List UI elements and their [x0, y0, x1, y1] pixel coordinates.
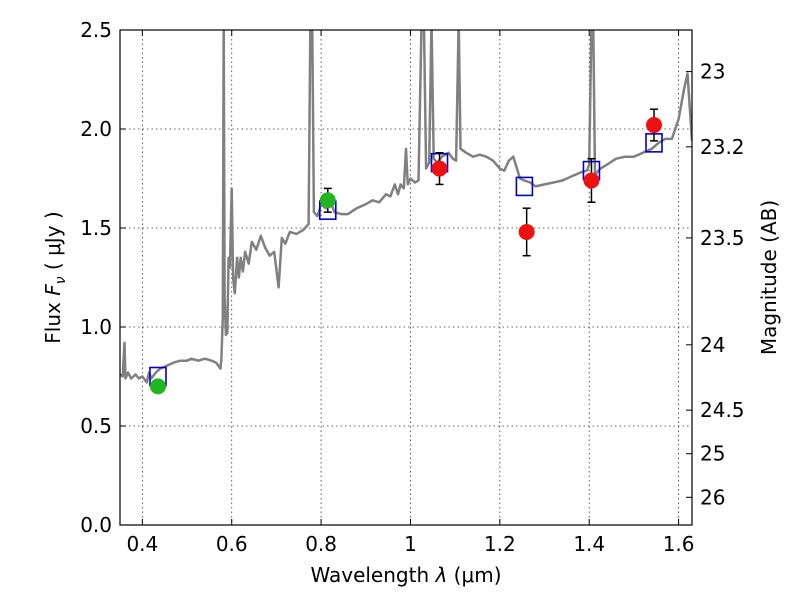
observed-point	[149, 378, 166, 395]
y2-tick-label: 25	[700, 442, 725, 466]
plot-frame	[119, 29, 693, 526]
x-tick-label: 1.6	[663, 532, 695, 556]
observed-point	[583, 172, 600, 189]
x-tick-label: 0.4	[126, 532, 158, 556]
y2-axis-label: Magnitude (AB)	[757, 200, 781, 355]
y2-tick-label: 23.2	[700, 135, 745, 159]
y-tick-label: 1.0	[80, 315, 112, 339]
plot-area	[120, 30, 692, 395]
axis-ticks: 0.4 0.6 0.8 1 1.2 1.4 1.6 0.0 0.5 1.0 1.5 2.0 2.5 23 2…	[80, 18, 744, 556]
y-tick-label: 2.5	[80, 18, 112, 42]
spectrum-line	[120, 30, 692, 384]
y2-tick-label: 24	[700, 333, 725, 357]
y2-tick-label: 23.5	[700, 226, 745, 250]
model-photometry-square	[515, 176, 534, 197]
x-tick-label: 1	[404, 532, 417, 556]
y2-tick-label: 24.5	[700, 398, 745, 422]
x-tick-label: 1.2	[484, 532, 516, 556]
x-tick-label: 0.8	[305, 532, 337, 556]
y2-tick-label: 26	[700, 485, 725, 509]
observed-point	[518, 223, 535, 240]
x-tick-label: 0.6	[216, 532, 248, 556]
y-tick-label: 0.0	[80, 513, 112, 537]
observed-point	[319, 192, 336, 209]
observed-point	[646, 117, 663, 134]
y-tick-label: 2.0	[80, 117, 112, 141]
observed-point	[431, 160, 448, 177]
y2-tick-label: 23	[700, 60, 725, 84]
y-tick-label: 1.5	[80, 216, 112, 240]
y-tick-label: 0.5	[80, 414, 112, 438]
x-tick-label: 1.4	[573, 532, 605, 556]
y-axis-label: Flux Fν ( μJy )	[41, 211, 69, 343]
x-axis-label: Wavelength λ (μm)	[310, 563, 501, 587]
